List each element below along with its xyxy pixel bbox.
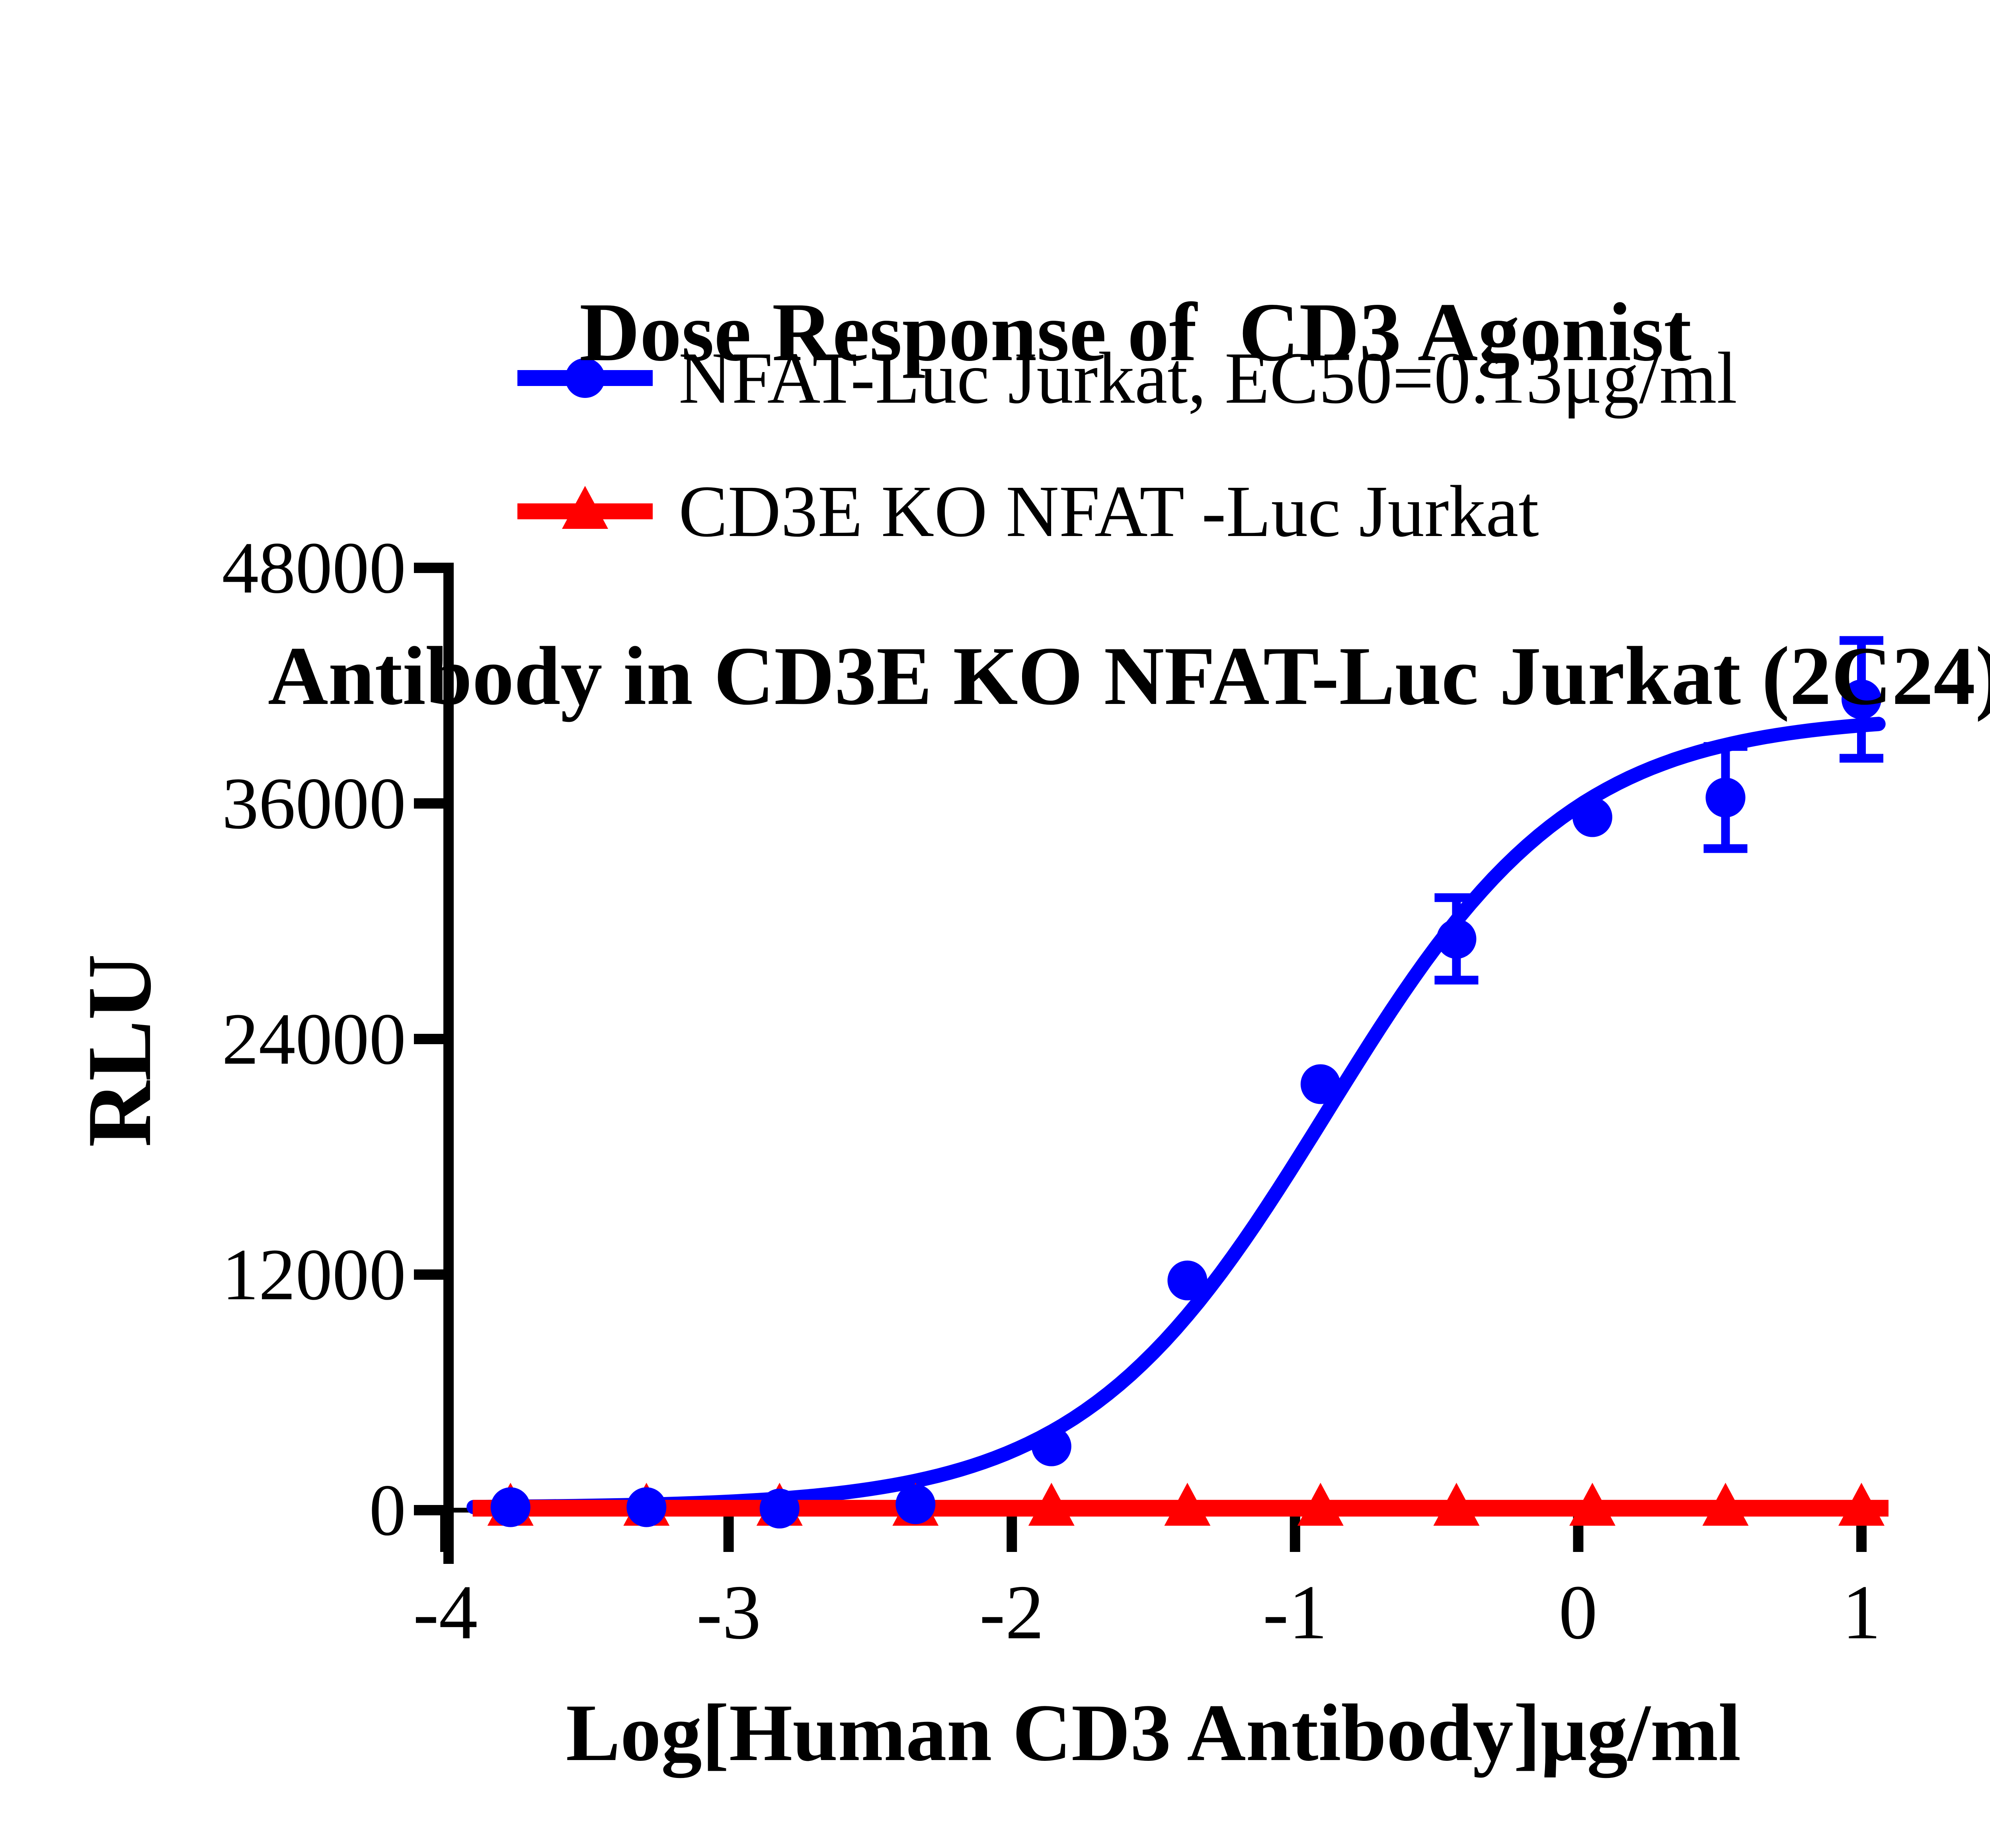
x-tick-label-neg3: -3	[696, 1569, 761, 1655]
nfat-circle-marker	[1572, 797, 1612, 837]
cd3e-ko-triangle-marker	[1297, 1483, 1344, 1526]
cd3e-ko-triangle-marker	[1838, 1483, 1885, 1526]
cd3e-ko-triangle-marker	[1433, 1483, 1480, 1526]
chart-title-line-2: Antibody in CD3E KO NFAT-Luc Jurkat (2C2…	[268, 630, 1990, 722]
legend-label-nfat-luc-jurkat: NFAT-Luc Jurkat, EC50=0.13μg/ml	[679, 337, 1737, 419]
nfat-circle-marker	[1031, 1426, 1071, 1466]
y-tick-label-0: 0	[369, 1470, 406, 1551]
x-tick-label-neg1: -1	[1262, 1569, 1328, 1655]
nfat-circle-marker	[1436, 919, 1477, 959]
nfat-circle-marker	[1842, 679, 1881, 719]
y-axis-title: RLU	[68, 954, 170, 1147]
nfat-circle-marker	[1705, 778, 1746, 818]
x-tick-label-neg4: -4	[413, 1569, 478, 1655]
nfat-circle-marker	[896, 1484, 936, 1524]
cd3e-ko-triangle-marker	[1702, 1483, 1749, 1526]
x-tick-label-1: 1	[1842, 1569, 1881, 1655]
x-tick-label-0: 0	[1559, 1569, 1598, 1655]
x-tick-label-neg2: -2	[979, 1569, 1044, 1655]
cd3e-ko-triangle-marker	[1164, 1483, 1211, 1526]
chart-title: Dose Response of CD3 Agonist Antibody in…	[28, 46, 1990, 963]
nfat-circle-marker	[759, 1489, 800, 1529]
cd3e-ko-triangle-marker	[1569, 1483, 1615, 1526]
nfat-circle-marker	[1167, 1260, 1208, 1300]
legend-triangle-icon	[562, 486, 608, 529]
y-tick-label-48000: 48000	[222, 527, 406, 609]
nfat-circle-marker	[626, 1487, 667, 1527]
x-axis-title: Log[Human CD3 Antibody]μg/ml	[566, 1688, 1741, 1778]
chart-title-line-1: Dose Response of CD3 Agonist	[579, 286, 1692, 378]
y-tick-label-12000: 12000	[222, 1234, 406, 1316]
cd3e-ko-triangle-marker	[1028, 1483, 1075, 1526]
y-tick-label-24000: 24000	[222, 998, 406, 1080]
nfat-circle-marker	[490, 1487, 531, 1527]
nfat-circle-marker	[1300, 1064, 1340, 1104]
legend-circle-icon	[565, 358, 605, 398]
legend-label-cd3e-ko: CD3E KO NFAT -Luc Jurkat	[679, 471, 1539, 552]
y-tick-label-36000: 36000	[222, 763, 406, 844]
